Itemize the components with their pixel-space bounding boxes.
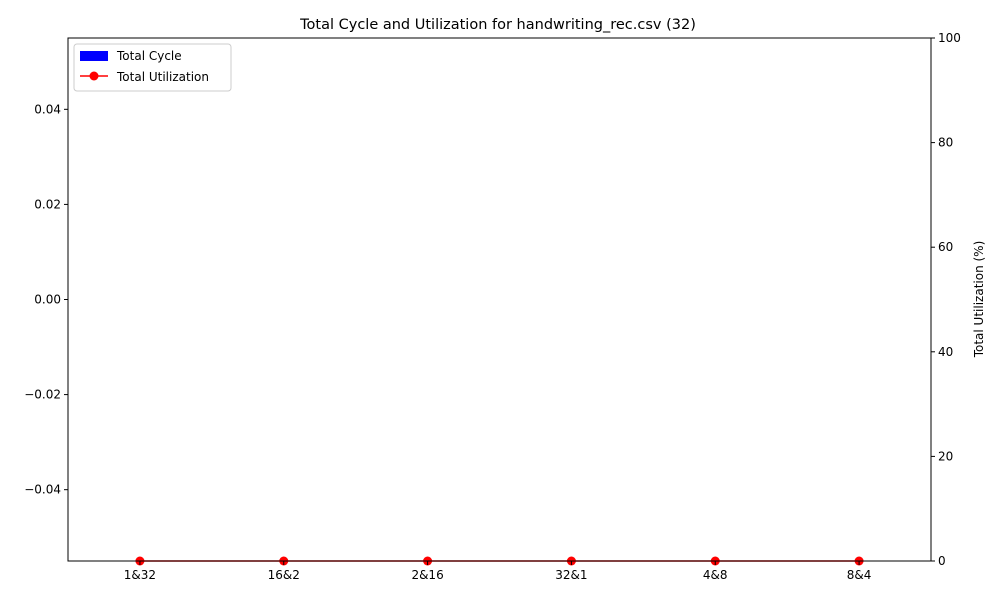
right-y-tick-label: 60 xyxy=(938,240,953,254)
right-y-tick-label: 0 xyxy=(938,554,946,568)
legend-label-total-cycle: Total Cycle xyxy=(116,49,182,63)
chart-title: Total Cycle and Utilization for handwrit… xyxy=(299,17,696,33)
x-tick-label: 16&2 xyxy=(268,568,300,582)
plot-area: 1&32 16&2 2&16 32&1 4&8 8&4 −0.04 −0.02 0.00 0.02… xyxy=(24,31,961,582)
x-tick-label: 32&1 xyxy=(555,568,587,582)
left-y-tick-label: −0.02 xyxy=(24,388,61,402)
x-tick-label: 2&16 xyxy=(411,568,443,582)
right-y-tick-label: 100 xyxy=(938,31,961,45)
left-y-tick-label: 0.04 xyxy=(34,102,61,116)
legend-box xyxy=(73,43,232,92)
right-axis-label: Total Utilization (%) xyxy=(972,241,986,359)
right-y-tick-label: 40 xyxy=(938,345,953,359)
right-y-tick-label: 20 xyxy=(938,449,953,463)
x-tick-label: 1&32 xyxy=(124,568,156,582)
x-tick-label: 8&4 xyxy=(847,568,872,582)
right-y-tick-label: 80 xyxy=(938,136,953,150)
left-y-tick-label: 0.00 xyxy=(34,293,61,307)
legend-swatch-total-utilization-marker xyxy=(89,71,99,81)
left-y-tick-label: 0.02 xyxy=(34,197,61,211)
x-tick-label: 4&8 xyxy=(703,568,728,582)
left-y-tick-label: −0.04 xyxy=(24,483,61,497)
legend-swatch-total-cycle xyxy=(80,51,108,61)
legend-label-total-utilization: Total Utilization xyxy=(116,70,209,84)
